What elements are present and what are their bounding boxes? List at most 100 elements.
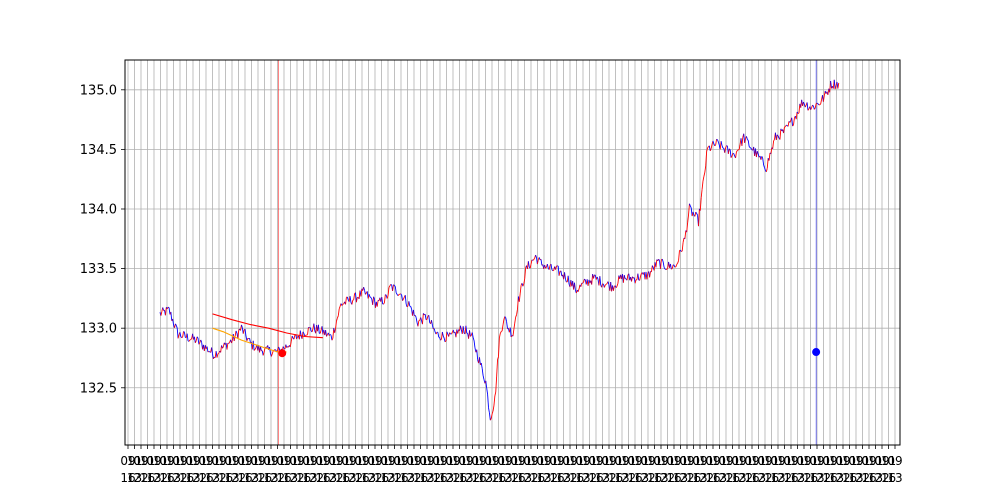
x-tick-label-clutter: 11 bbox=[296, 454, 311, 468]
price-segment bbox=[446, 331, 449, 335]
x-tick-label-clutter: 09 bbox=[575, 454, 590, 468]
price-segment bbox=[208, 350, 210, 353]
price-segment bbox=[193, 336, 196, 343]
price-segment bbox=[162, 307, 165, 311]
x-tick-label-clutter: 22 bbox=[270, 471, 285, 485]
x-tick-label-clutter: 16 bbox=[627, 471, 642, 485]
y-tick-label: 133.0 bbox=[80, 322, 117, 337]
price-segment bbox=[724, 147, 727, 153]
x-tick-label-clutter: 11 bbox=[361, 454, 376, 468]
price-segment bbox=[286, 346, 288, 348]
price-segment bbox=[775, 134, 778, 140]
marker-layer bbox=[278, 348, 821, 358]
x-tick-label-clutter: 13 bbox=[712, 471, 727, 485]
price-segment bbox=[486, 388, 489, 395]
price-segment bbox=[381, 297, 384, 305]
price-segment bbox=[793, 118, 795, 125]
y-tick-label: 133.5 bbox=[80, 262, 117, 277]
price-segment bbox=[392, 284, 394, 291]
x-tick-label-clutter: 09 bbox=[679, 454, 694, 468]
x-tick-label-clutter: 16 bbox=[413, 471, 428, 485]
x-tick-label-clutter: 09 bbox=[276, 454, 291, 468]
x-tick-label-clutter: 11 bbox=[179, 454, 194, 468]
x-tick-label-clutter: 09 bbox=[354, 454, 369, 468]
x-tick-label-clutter: 13 bbox=[458, 471, 473, 485]
price-segment bbox=[820, 99, 823, 105]
x-tick-label-clutter: 09 bbox=[159, 454, 174, 468]
price-segment bbox=[402, 298, 404, 301]
x-tick-label-clutter: 13 bbox=[887, 471, 902, 485]
price-segment bbox=[524, 267, 527, 279]
price-segment bbox=[509, 327, 512, 337]
price-segment bbox=[496, 359, 499, 377]
price-segment bbox=[791, 117, 794, 127]
x-tick-label-clutter: 09 bbox=[393, 454, 408, 468]
price-segment bbox=[252, 340, 255, 351]
price-segment bbox=[313, 323, 316, 331]
x-tick-label-clutter: 11 bbox=[283, 454, 298, 468]
price-segment bbox=[532, 259, 535, 261]
x-tick-label-clutter: 13 bbox=[634, 471, 649, 485]
x-tick-label-clutter: 22 bbox=[718, 471, 733, 485]
x-tick-label-clutter: 11 bbox=[530, 454, 545, 468]
price-segment bbox=[555, 265, 557, 270]
price-segment bbox=[489, 418, 492, 421]
x-tick-label-clutter: 22 bbox=[172, 471, 187, 485]
price-segment bbox=[174, 323, 176, 328]
price-segment bbox=[622, 275, 625, 283]
x-tick-label-clutter: 16 bbox=[432, 471, 447, 485]
price-segment bbox=[747, 139, 749, 141]
price-segment bbox=[675, 264, 678, 268]
price-segment bbox=[733, 153, 736, 157]
price-segment bbox=[301, 331, 304, 339]
x-tick-label-clutter: 11 bbox=[816, 454, 831, 468]
price-segment bbox=[293, 334, 296, 340]
price-segment bbox=[160, 311, 163, 316]
price-segment bbox=[480, 362, 483, 369]
price-segment bbox=[164, 307, 167, 316]
price-segment bbox=[655, 259, 658, 268]
x-tick-label-clutter: 09 bbox=[367, 454, 382, 468]
x-tick-label-clutter: 22 bbox=[484, 471, 499, 485]
x-tick-label-clutter: 09 bbox=[744, 454, 759, 468]
price-segment bbox=[329, 334, 332, 336]
price-segment bbox=[686, 222, 689, 233]
x-tick-label-clutter: 16 bbox=[315, 471, 330, 485]
price-segment bbox=[502, 319, 505, 326]
price-segment bbox=[180, 336, 183, 338]
x-tick-label-clutter: 22 bbox=[640, 471, 655, 485]
price-segment bbox=[368, 294, 371, 298]
price-segment bbox=[385, 294, 387, 296]
x-tick-label-clutter: 13 bbox=[595, 471, 610, 485]
price-segment bbox=[612, 286, 615, 291]
price-segment bbox=[822, 95, 825, 102]
x-tick-label-clutter: 22 bbox=[289, 471, 304, 485]
x-tick-label-clutter: 09 bbox=[172, 454, 187, 468]
price-segment bbox=[819, 103, 821, 106]
x-tick-label-clutter: 13 bbox=[341, 471, 356, 485]
price-segment bbox=[188, 339, 191, 342]
price-segment bbox=[519, 285, 522, 294]
price-segment bbox=[660, 259, 662, 269]
price-segment bbox=[518, 293, 521, 302]
price-segment bbox=[404, 295, 407, 305]
price-segment bbox=[730, 155, 733, 158]
price-segment bbox=[658, 258, 660, 261]
x-tick-label-clutter: 09 bbox=[536, 454, 551, 468]
price-segment bbox=[410, 306, 413, 310]
x-tick-label-clutter: 11 bbox=[842, 454, 857, 468]
x-tick-label-clutter: 13 bbox=[829, 471, 844, 485]
price-segment bbox=[457, 329, 460, 334]
price-segment bbox=[179, 332, 182, 337]
price-segment bbox=[729, 149, 732, 158]
price-segment bbox=[387, 287, 390, 296]
x-tick-label-clutter: 16 bbox=[120, 471, 135, 485]
price-segment bbox=[634, 279, 637, 284]
price-segment bbox=[495, 376, 498, 393]
price-segment bbox=[567, 275, 570, 285]
price-segment bbox=[270, 353, 273, 357]
x-tick-label-clutter: 11 bbox=[777, 454, 792, 468]
x-tick-label-clutter: 22 bbox=[367, 471, 382, 485]
